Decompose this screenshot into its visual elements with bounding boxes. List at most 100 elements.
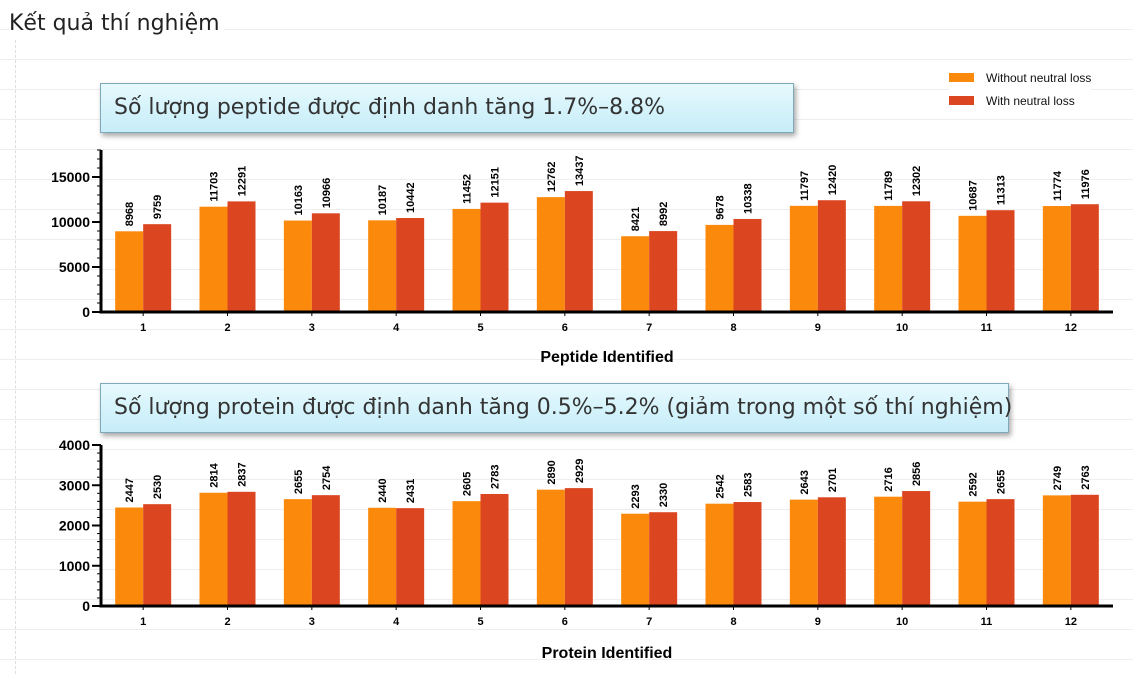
bar-value-label: 2754 [321, 465, 333, 490]
bar-value-label: 12420 [827, 165, 839, 196]
y-tick-label: 10000 [51, 214, 90, 230]
bar-value-label: 2447 [124, 478, 136, 502]
bar-with-neutral-loss [1070, 204, 1099, 312]
bar-with-neutral-loss [902, 201, 931, 312]
x-tick-label: 6 [562, 616, 568, 628]
x-tick-label: 2 [224, 616, 230, 628]
bar-with-neutral-loss [733, 502, 762, 606]
bar-value-label: 2330 [658, 483, 670, 507]
bar-value-label: 2749 [1052, 466, 1064, 490]
bar-value-label: 13437 [574, 155, 586, 186]
bar-value-label: 11774 [1052, 170, 1064, 201]
bar-value-label: 2763 [1080, 465, 1092, 489]
x-tick-label: 7 [646, 322, 652, 334]
y-tick-label: 0 [82, 598, 90, 614]
bar-value-label: 10687 [968, 180, 980, 211]
bar-value-label: 2605 [462, 472, 474, 496]
bar-value-label: 11789 [883, 171, 895, 201]
x-tick-label: 5 [477, 322, 483, 334]
bar-with-neutral-loss [227, 201, 256, 312]
x-tick-label: 6 [562, 322, 568, 334]
x-tick-label: 4 [393, 616, 400, 628]
bar-without-neutral-loss [283, 499, 312, 606]
peptide-bar-chart: 0 5000 10000 15000 8968 9759 1 11703 12291 2 10163… [51, 149, 1113, 366]
bar-without-neutral-loss [789, 499, 818, 606]
x-tick-label: 10 [896, 616, 908, 628]
bar-value-label: 12302 [911, 166, 923, 197]
bar-without-neutral-loss [789, 205, 818, 312]
y-tick-label: 15000 [51, 169, 90, 185]
bar-without-neutral-loss [705, 503, 734, 606]
legend-item-with-neutral-loss: With neutral loss [949, 89, 1091, 112]
bar-value-label: 2583 [743, 473, 755, 497]
x-tick-label: 1 [140, 322, 146, 334]
bar-value-label: 11452 [462, 174, 474, 204]
y-tick-label: 3000 [59, 477, 90, 493]
bar-without-neutral-loss [452, 208, 481, 312]
bar-without-neutral-loss [368, 220, 397, 312]
bar-without-neutral-loss [115, 231, 144, 312]
bar-without-neutral-loss [115, 507, 144, 606]
bar-value-label: 12151 [490, 167, 502, 198]
bar-with-neutral-loss [1070, 494, 1099, 606]
bar-with-neutral-loss [564, 191, 593, 312]
bar-value-label: 11703 [209, 172, 221, 202]
bar-without-neutral-loss [368, 507, 397, 606]
page-title: Kết quả thí nghiệm [9, 11, 224, 36]
bar-without-neutral-loss [621, 236, 650, 312]
bar-value-label: 9678 [715, 195, 727, 219]
x-axis-title: Protein Identified [542, 645, 673, 662]
bar-value-label: 2655 [293, 470, 305, 494]
bar-value-label: 11976 [1080, 169, 1092, 199]
chart-legend: Without neutral loss With neutral loss [949, 66, 1092, 112]
legend-label: With neutral loss [986, 93, 1075, 108]
x-tick-label: 4 [393, 322, 400, 334]
bar-value-label: 2856 [911, 462, 923, 486]
bar-value-label: 8992 [658, 202, 670, 226]
legend-label: Without neutral loss [986, 70, 1092, 85]
bar-value-label: 10187 [377, 185, 389, 216]
bar-with-neutral-loss [480, 202, 509, 312]
peptide-callout: Số lượng peptide được định danh tăng 1.7… [100, 83, 794, 133]
bar-value-label: 2716 [883, 467, 895, 491]
bar-without-neutral-loss [1042, 206, 1071, 312]
x-tick-label: 9 [815, 616, 821, 628]
bar-with-neutral-loss [311, 495, 340, 606]
bar-with-neutral-loss [143, 504, 172, 606]
bar-value-label: 2592 [968, 472, 980, 496]
bar-value-label: 9759 [152, 195, 164, 219]
x-tick-label: 12 [1065, 322, 1077, 334]
y-tick-label: 2000 [59, 518, 90, 534]
x-tick-label: 3 [309, 322, 315, 334]
y-tick-label: 1000 [59, 558, 90, 574]
x-axis-title: Peptide Identified [540, 349, 673, 366]
x-tick-label: 11 [981, 616, 993, 628]
bar-value-label: 2440 [377, 478, 389, 502]
bar-with-neutral-loss [986, 499, 1015, 606]
bar-value-label: 10163 [293, 185, 305, 216]
x-tick-label: 9 [815, 322, 821, 334]
bar-with-neutral-loss [649, 512, 678, 606]
bar-with-neutral-loss [396, 218, 425, 312]
bar-value-label: 2929 [574, 459, 586, 483]
bar-without-neutral-loss [1042, 495, 1071, 606]
bar-with-neutral-loss [733, 218, 762, 312]
x-tick-label: 8 [730, 616, 736, 628]
bar-without-neutral-loss [536, 489, 565, 606]
x-tick-label: 2 [224, 322, 230, 334]
bar-without-neutral-loss [199, 492, 228, 606]
protein-callout: Số lượng protein được định danh tăng 0.5… [100, 383, 1012, 433]
bar-value-label: 10966 [321, 178, 333, 209]
bar-value-label: 8421 [630, 207, 642, 231]
bar-without-neutral-loss [621, 513, 650, 606]
x-tick-label: 1 [140, 616, 146, 628]
y-tick-label: 0 [82, 304, 90, 320]
bar-with-neutral-loss [480, 493, 509, 606]
bar-value-label: 2293 [630, 484, 642, 508]
bar-with-neutral-loss [396, 508, 425, 606]
bar-without-neutral-loss [874, 205, 903, 312]
bar-value-label: 11313 [996, 175, 1008, 205]
bar-value-label: 2431 [405, 479, 417, 503]
